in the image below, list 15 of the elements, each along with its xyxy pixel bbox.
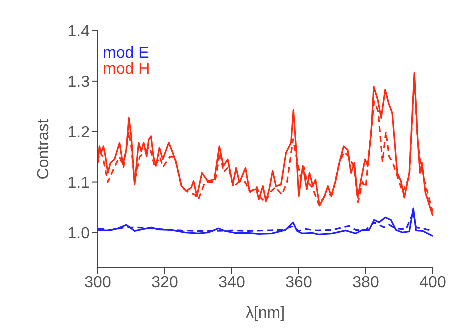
text: mod H: [103, 61, 150, 78]
x-tick-label: 360: [286, 274, 312, 292]
x-tick-label: 300: [84, 274, 112, 292]
x-tick-label: 380: [352, 274, 380, 292]
y-tick-label: 1.1: [68, 174, 90, 192]
y-tick-label: 1.3: [68, 74, 90, 92]
y-tick-label: 1.2: [68, 124, 90, 142]
y-axis-title: Contrast: [36, 118, 53, 180]
x-tick-label: 400: [420, 274, 446, 292]
text: mod E: [103, 45, 150, 62]
y-tick-label: 1.4: [68, 24, 90, 41]
x-tick-label: 320: [152, 274, 178, 292]
y-tick-label: 1.0: [68, 225, 90, 242]
x-axis-title: λ[nm]: [246, 305, 286, 322]
x-tick-label: 340: [218, 274, 246, 292]
